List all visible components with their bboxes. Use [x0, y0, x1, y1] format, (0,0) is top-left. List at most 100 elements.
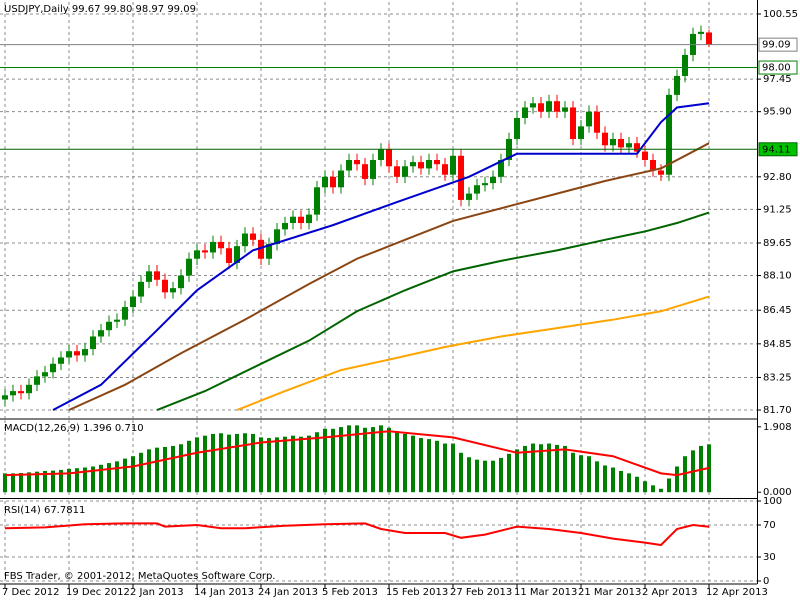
- candle-body: [202, 250, 208, 253]
- y-tick-label: 100.55: [763, 9, 798, 20]
- macd-bar: [179, 444, 183, 493]
- macd-bar: [83, 467, 87, 493]
- macd-bar: [139, 452, 143, 493]
- candle-body: [634, 143, 640, 152]
- y-tick-label: 97.45: [763, 74, 792, 85]
- macd-bar: [515, 449, 519, 493]
- x-tick-label: 7 Dec 2012: [2, 587, 60, 598]
- level-label: 99.09: [762, 40, 791, 51]
- candle-body: [34, 376, 40, 385]
- macd-bar: [547, 443, 551, 493]
- y-tick-label: 81.70: [763, 405, 792, 416]
- macd-bar: [219, 433, 223, 493]
- y-tick-label: 100: [763, 496, 782, 507]
- macd-bar: [475, 459, 479, 493]
- macd-bar: [347, 425, 351, 493]
- macd-bar: [603, 465, 607, 493]
- macd-bar: [227, 434, 231, 493]
- macd-bar: [339, 427, 343, 493]
- macd-bar: [499, 457, 503, 493]
- candle-body: [314, 187, 320, 215]
- macd-bar: [531, 443, 535, 493]
- macd-title: MACD(12,26,9) 1.396 0.710: [4, 423, 144, 434]
- candle-body: [162, 279, 168, 293]
- y-tick-label: 95.90: [763, 107, 792, 118]
- x-tick-label: 2 Apr 2013: [642, 587, 697, 598]
- x-tick-label: 24 Jan 2013: [258, 587, 318, 598]
- candle-body: [18, 391, 24, 394]
- macd-bar: [163, 446, 167, 493]
- candle-body: [66, 351, 72, 358]
- y-tick-label: 1.908: [763, 422, 792, 433]
- candle-body: [90, 336, 96, 350]
- candle-body: [458, 155, 464, 200]
- indicator-line: [68, 142, 710, 411]
- macd-bar: [371, 427, 375, 493]
- candle-body: [266, 244, 272, 259]
- candle-body: [618, 138, 624, 148]
- candle-body: [154, 271, 160, 280]
- macd-bar: [563, 445, 567, 493]
- macd-bar: [643, 481, 647, 493]
- x-tick-label: 5 Feb 2013: [322, 587, 378, 598]
- candle-body: [666, 94, 672, 175]
- candle-body: [578, 126, 584, 139]
- candle-body: [650, 159, 656, 171]
- macd-bar: [123, 458, 127, 493]
- level-label: 94.11: [762, 144, 791, 155]
- macd-bar: [587, 456, 591, 493]
- macd-bar: [299, 436, 303, 493]
- candle-body: [26, 384, 32, 394]
- candle-body: [346, 159, 352, 171]
- candle-body: [106, 321, 112, 331]
- candle-body: [498, 159, 504, 177]
- candle-body: [194, 250, 200, 259]
- candle-body: [626, 143, 632, 148]
- x-tick-label: 15 Feb 2013: [386, 587, 448, 598]
- candle-body: [10, 391, 16, 396]
- candle-body: [546, 101, 552, 112]
- candle-body: [682, 54, 688, 76]
- x-tick-label: 14 Jan 2013: [194, 587, 254, 598]
- candle-body: [146, 271, 152, 282]
- macd-bar: [235, 433, 239, 493]
- macd-bar: [331, 428, 335, 493]
- macd-bar: [291, 435, 295, 493]
- macd-bar: [99, 464, 103, 493]
- macd-bar: [67, 468, 71, 493]
- candle-body: [602, 132, 608, 146]
- macd-bar: [627, 473, 631, 493]
- macd-bar: [323, 428, 327, 493]
- macd-bar: [19, 473, 23, 493]
- macd-bar: [59, 469, 63, 493]
- candle-body: [370, 159, 376, 179]
- level-box: [758, 142, 798, 157]
- macd-bar: [395, 431, 399, 493]
- candle-body: [138, 281, 144, 297]
- macd-bar: [427, 439, 431, 493]
- candle-body: [530, 103, 536, 108]
- macd-bar: [107, 463, 111, 493]
- macd-bar: [203, 435, 207, 493]
- indicator-line: [4, 430, 710, 477]
- macd-bar: [51, 470, 55, 493]
- candle-body: [450, 155, 456, 175]
- candle-body: [706, 32, 712, 45]
- macd-bar: [435, 440, 439, 493]
- candle-body: [466, 193, 472, 200]
- macd-bar: [35, 471, 39, 493]
- y-tick-label: 0: [763, 576, 769, 587]
- candle-body: [698, 31, 704, 34]
- macd-bar: [635, 476, 639, 493]
- candle-body: [250, 233, 256, 240]
- macd-bar: [667, 478, 671, 493]
- macd-bar: [115, 461, 119, 493]
- candle-body: [426, 159, 432, 169]
- macd-bar: [75, 468, 79, 493]
- macd-bar: [571, 452, 575, 493]
- macd-bar: [3, 473, 7, 493]
- macd-bar: [243, 433, 247, 493]
- candle-body: [386, 149, 392, 167]
- candle-body: [74, 351, 80, 356]
